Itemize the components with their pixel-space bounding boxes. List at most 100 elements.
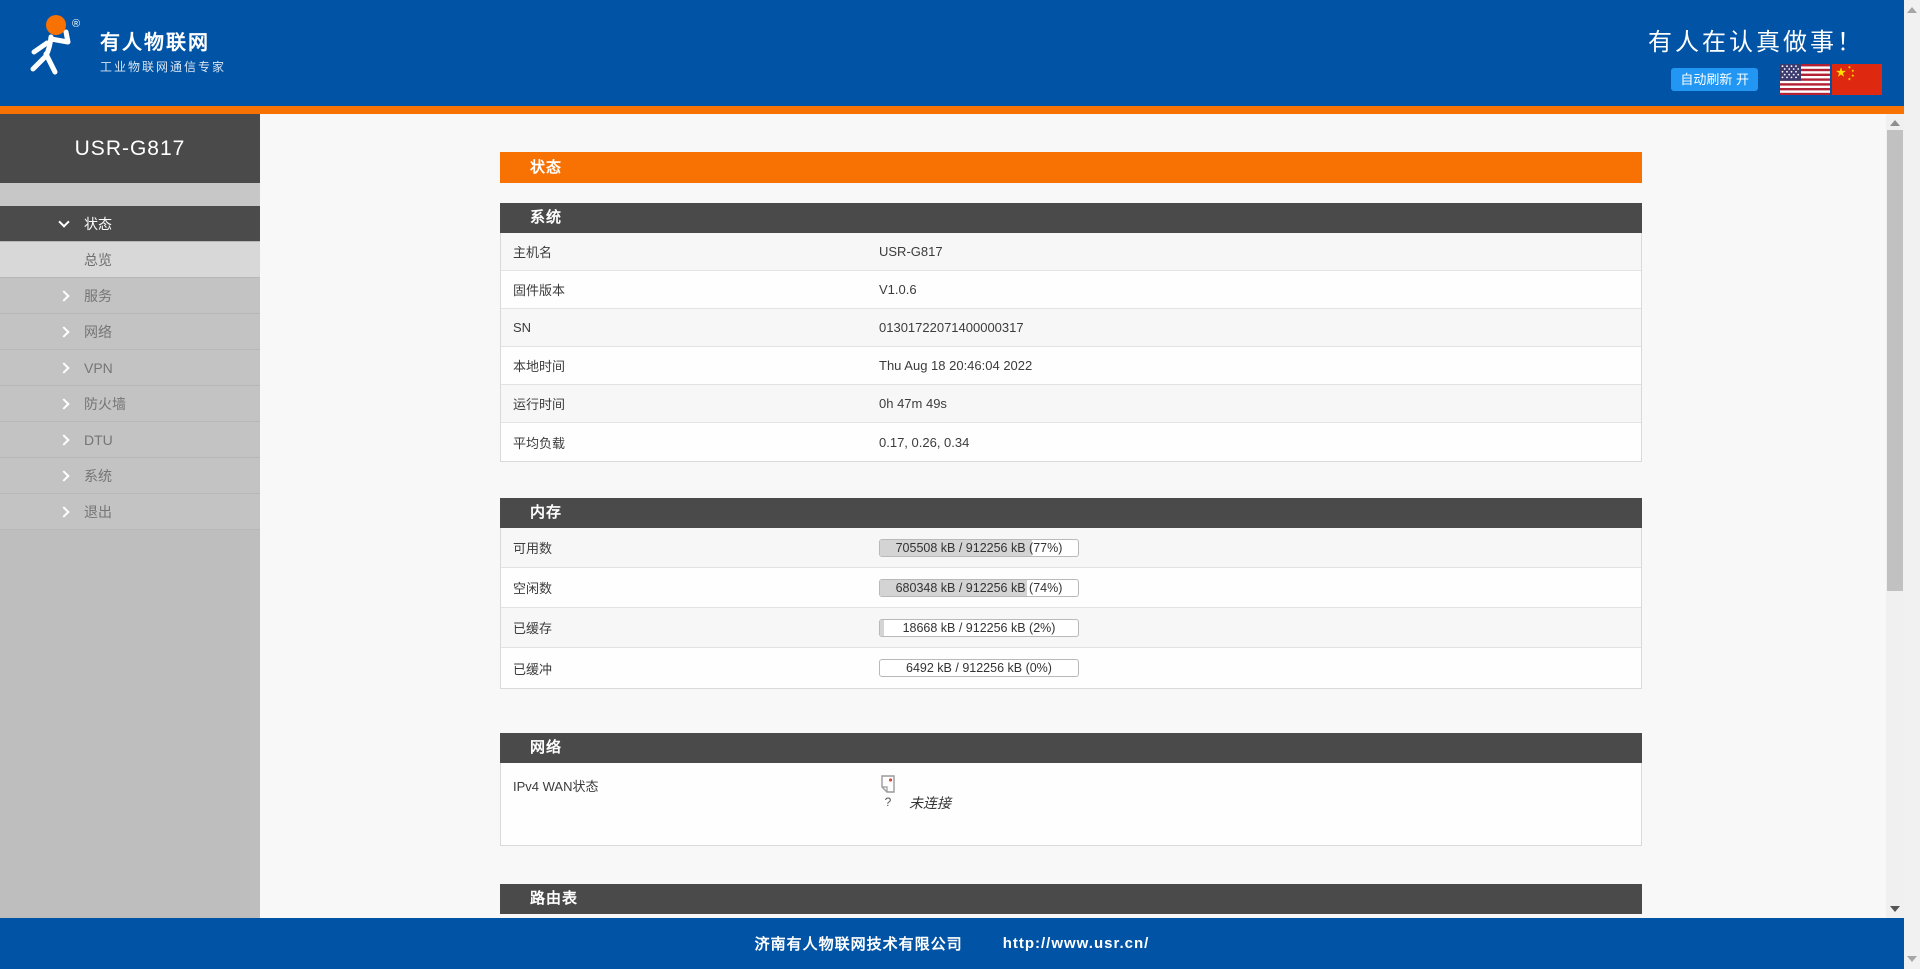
sidebar-item-系统[interactable]: 系统 (0, 458, 260, 494)
chevron-right-icon (56, 433, 72, 446)
row-value: Thu Aug 18 20:46:04 2022 (879, 358, 1033, 373)
row-label: 可用数 (513, 541, 553, 556)
network-table: IPv4 WAN状态 ? 未连接 (500, 763, 1642, 846)
main-content: 状态 系统 主机名 USR-G817 固件版本 V1.0.6 SN 01301722071… (260, 114, 1886, 918)
sidebar-item-label: 服务 (84, 287, 112, 304)
footer-bar: 济南有人物联网技术有限公司 http://www.usr.cn/ (0, 918, 1904, 969)
table-row: 固件版本 V1.0.6 (501, 271, 1641, 309)
sidebar-item-label: 总览 (84, 251, 112, 268)
memory-progress-text: 705508 kB / 912256 kB (77%) (895, 540, 1063, 555)
row-value: V1.0.6 (879, 282, 917, 297)
chevron-right-icon (56, 361, 72, 374)
row-value: 0.17, 0.26, 0.34 (879, 434, 970, 450)
sidebar-item-退出[interactable]: 退出 (0, 494, 260, 530)
sidebar-item-label: DTU (84, 431, 113, 448)
row-label: 运行时间 (513, 397, 566, 412)
row-value: USR-G817 (879, 244, 943, 259)
sidebar-item-label: 防火墙 (84, 395, 126, 412)
chinese-language-flag-icon[interactable] (1832, 64, 1882, 95)
chevron-right-icon (56, 397, 72, 410)
sidebar-item-防火墙[interactable]: 防火墙 (0, 386, 260, 422)
page-scroll-up-arrow-icon[interactable] (1907, 7, 1917, 13)
row-label: 固件版本 (513, 283, 566, 298)
section-header-network: 网络 (500, 733, 1642, 763)
row-label: 空闲数 (513, 581, 553, 596)
memory-progress-fill (880, 539, 1033, 556)
memory-progress-text: 6492 kB / 912256 kB (0%) (906, 661, 1052, 675)
content-scrollbar-thumb[interactable] (1887, 130, 1903, 591)
row-label: SN (513, 320, 532, 335)
memory-progress-fill (880, 579, 1027, 596)
row-value: 01301722071400000317 (879, 320, 1024, 335)
footer-url-link[interactable]: http://www.usr.cn/ (1002, 935, 1150, 952)
chevron-down-icon (56, 216, 72, 228)
sidebar-item-网络[interactable]: 网络 (0, 314, 260, 350)
row-label: 已缓冲 (513, 661, 553, 677)
memory-progress-bar: 6492 kB / 912256 kB (0%) (879, 659, 1079, 677)
sidebar-item-服务[interactable]: 服务 (0, 278, 260, 314)
table-row: 可用数 705508 kB / 912256 kB (77%) (501, 528, 1641, 568)
row-label: 已缓存 (513, 621, 553, 636)
sidebar-item-状态[interactable]: 状态 (0, 206, 260, 242)
auto-refresh-toggle-button[interactable]: 自动刷新 开 (1671, 68, 1758, 91)
memory-progress-text: 18668 kB / 912256 kB (2%) (902, 620, 1056, 635)
wan-status-value: ? 未连接 (879, 763, 951, 813)
wan-status-text: 未连接 (909, 795, 951, 811)
broken-image-question-mark: ? (884, 795, 892, 809)
chevron-right-icon (56, 289, 72, 302)
content-scrollbar[interactable] (1886, 114, 1904, 918)
sidebar-item-VPN[interactable]: VPN (0, 350, 260, 386)
memory-progress-bar: 680348 kB / 912256 kB (74%) (879, 578, 1079, 597)
memory-progress-bar: 18668 kB / 912256 kB (2%) (879, 618, 1079, 637)
row-label: 主机名 (513, 245, 553, 260)
memory-progress-text: 680348 kB / 912256 kB (74%) (895, 580, 1063, 595)
table-row: 运行时间 0h 47m 49s (501, 385, 1641, 423)
header-bar: ® 有人物联网 工业物联网通信专家 有人在认真做事！ 自动刷新 开 (0, 0, 1904, 106)
scroll-down-arrow-icon[interactable] (1890, 906, 1900, 912)
sidebar-item-总览[interactable]: 总览 (0, 242, 260, 278)
table-row: IPv4 WAN状态 ? 未连接 (501, 763, 1641, 845)
sidebar-item-label: 网络 (84, 323, 112, 340)
page-title: 状态 (500, 152, 1642, 183)
row-label: 平均负载 (513, 435, 566, 451)
page-scrollbar[interactable] (1904, 0, 1920, 969)
memory-table: 可用数 705508 kB / 912256 kB (77%) 空闲数 680348 … (500, 528, 1642, 689)
section-header-memory: 内存 (500, 498, 1642, 528)
registered-mark: ® (72, 18, 81, 30)
table-row: 主机名 USR-G817 (501, 233, 1641, 271)
chevron-right-icon (56, 505, 72, 518)
table-row: 已缓冲 6492 kB / 912256 kB (0%) (501, 648, 1641, 688)
table-row: SN 01301722071400000317 (501, 309, 1641, 347)
header-controls: 自动刷新 开 (1671, 64, 1882, 95)
sidebar-item-label: 退出 (84, 503, 112, 520)
sidebar: USR-G817 状态总览服务网络 VPN 防火墙 DTU 系统退出 (0, 114, 260, 918)
network-row-label: IPv4 WAN状态 (513, 779, 599, 794)
table-row: 已缓存 18668 kB / 912256 kB (2%) (501, 608, 1641, 648)
page-scroll-down-arrow-icon[interactable] (1907, 956, 1917, 962)
english-language-flag-icon[interactable] (1780, 64, 1830, 95)
section-header-route: 路由表 (500, 884, 1642, 914)
header-slogan: 有人在认真做事！ (1648, 29, 1864, 56)
footer-company: 济南有人物联网技术有限公司 (754, 936, 963, 953)
row-value: 0h 47m 49s (879, 396, 947, 411)
scroll-up-arrow-icon[interactable] (1890, 120, 1900, 126)
sidebar-item-DTU[interactable]: DTU (0, 422, 260, 458)
table-row: 平均负载 0.17, 0.26, 0.34 (501, 423, 1641, 461)
brand-logo: ® 有人物联网 工业物联网通信专家 (20, 10, 280, 96)
header-accent-stripe (0, 106, 1904, 114)
table-row: 空闲数 680348 kB / 912256 kB (74%) (501, 568, 1641, 608)
row-label: 本地时间 (513, 359, 566, 374)
sidebar-divider (0, 183, 260, 206)
device-title: USR-G817 (0, 114, 260, 183)
sidebar-item-label: 状态 (84, 215, 112, 232)
system-table: 主机名 USR-G817 固件版本 V1.0.6 SN 01301722071400000… (500, 233, 1642, 462)
sidebar-item-label: VPN (84, 359, 113, 376)
brand-name: 有人物联网 (100, 32, 210, 54)
brand-tagline: 工业物联网通信专家 (100, 60, 227, 74)
usr-person-icon (30, 15, 71, 75)
sidebar-item-label: 系统 (84, 467, 112, 484)
memory-progress-bar: 705508 kB / 912256 kB (77%) (879, 538, 1079, 557)
broken-image-icon: ? (879, 775, 897, 809)
sidebar-nav: 状态总览服务网络 VPN 防火墙 DTU 系统退出 (0, 206, 260, 530)
